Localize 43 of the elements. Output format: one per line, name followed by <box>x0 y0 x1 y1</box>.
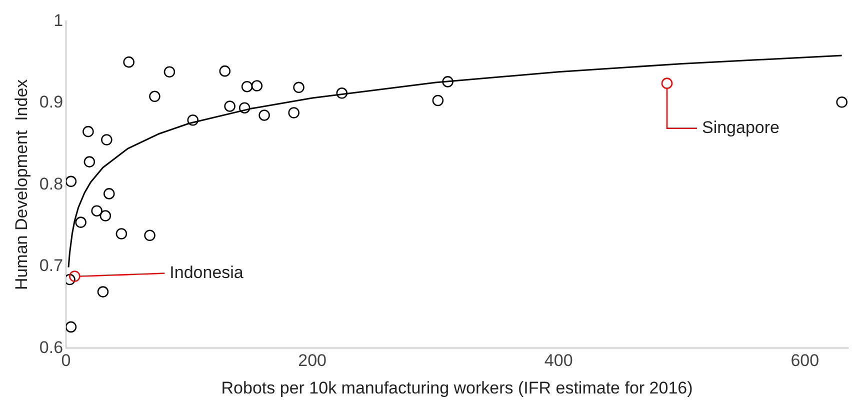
annotation: Indonesia <box>170 262 244 282</box>
point <box>258 110 270 121</box>
point <box>100 210 112 222</box>
x-axis-title: Robots per 10k manufacturing workers (IFR estimate for 2016) <box>221 378 693 398</box>
y-tick-label: 0.9 <box>39 92 64 112</box>
point <box>91 205 102 217</box>
y-axis-title: Human Development Index <box>12 78 31 290</box>
point <box>123 56 134 68</box>
point <box>238 102 250 114</box>
point <box>661 78 673 89</box>
point <box>103 188 115 200</box>
point <box>149 90 160 102</box>
point <box>219 65 231 77</box>
point <box>69 270 80 282</box>
point <box>251 80 263 92</box>
x-tick-label: 400 <box>544 351 573 370</box>
point <box>75 216 86 228</box>
x-tick-label: 600 <box>790 351 820 370</box>
point <box>293 82 304 94</box>
point <box>97 286 109 298</box>
x-tick-label: 0 <box>61 351 71 370</box>
point <box>66 176 77 188</box>
point <box>336 87 348 99</box>
point <box>288 107 300 118</box>
y-tick-label: 0.6 <box>39 338 64 357</box>
point <box>84 156 96 168</box>
x-tick-label: 200 <box>298 351 327 370</box>
y-tick-label: 0.7 <box>39 256 64 276</box>
point <box>224 100 236 112</box>
point <box>66 321 77 333</box>
point <box>144 230 156 242</box>
point <box>432 94 444 106</box>
annotation: Singapore <box>702 118 780 138</box>
y-tick-label: 1 <box>54 10 64 30</box>
point <box>116 228 128 240</box>
y-tick-label: 0.8 <box>39 174 64 194</box>
point <box>164 66 176 78</box>
point <box>187 114 199 126</box>
point <box>101 134 112 146</box>
point <box>836 96 848 108</box>
point <box>442 76 454 88</box>
point <box>82 126 94 138</box>
point <box>241 80 253 92</box>
